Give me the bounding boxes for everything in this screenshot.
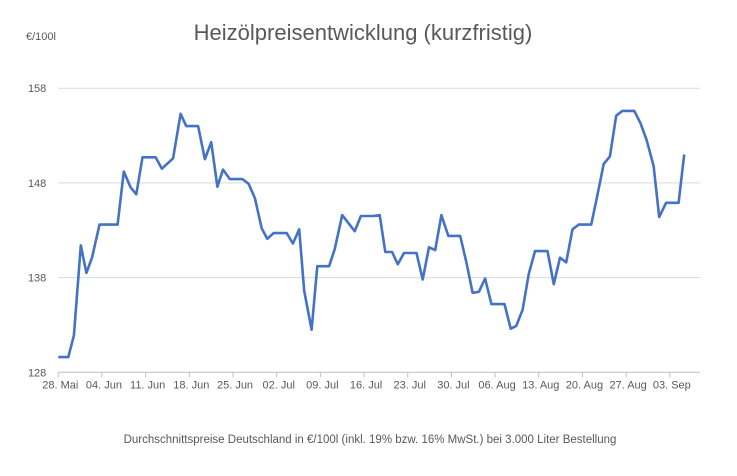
chart-title: Heizölpreisentwicklung (kurzfristig) <box>194 20 533 45</box>
x-tick-label: 20. Aug <box>566 379 603 391</box>
x-tick-label: 09. Jul <box>306 379 338 391</box>
y-axis: 128 138 148 158 <box>28 83 46 379</box>
series-layer <box>58 109 686 359</box>
footnote: Durchschnittspreise Deutschland in €/100… <box>124 434 617 446</box>
y-tick-label: 148 <box>28 178 46 190</box>
x-tick-label: 30. Jul <box>437 379 469 391</box>
y-tick-label: 158 <box>28 83 46 95</box>
x-tick-label: 02. Jul <box>262 379 294 391</box>
x-tick-label: 16. Jul <box>350 379 382 391</box>
y-tick-label: 138 <box>28 273 46 285</box>
x-axis: 28. Mai 04. Jun 11. Jun 18. Jun 25. Jun 02. J… <box>42 372 691 391</box>
y-axis-unit: €/100l <box>26 31 56 43</box>
series-line <box>58 109 686 359</box>
gridlines <box>58 87 700 373</box>
x-tick-label: 23. Jul <box>394 379 426 391</box>
x-tick-label: 28. Mai <box>42 379 78 391</box>
x-tick-label: 03. Sep <box>653 379 691 391</box>
x-tick-label: 25. Jun <box>217 379 253 391</box>
x-tick-label: 18. Jun <box>173 379 209 391</box>
x-tick-label: 06. Aug <box>478 379 515 391</box>
x-tick-label: 11. Jun <box>130 379 165 391</box>
y-tick-label: 128 <box>28 367 46 379</box>
x-tick-label: 27. Aug <box>609 379 646 391</box>
x-tick-label: 04. Jun <box>86 379 122 391</box>
x-tick-label: 13. Aug <box>522 379 559 391</box>
